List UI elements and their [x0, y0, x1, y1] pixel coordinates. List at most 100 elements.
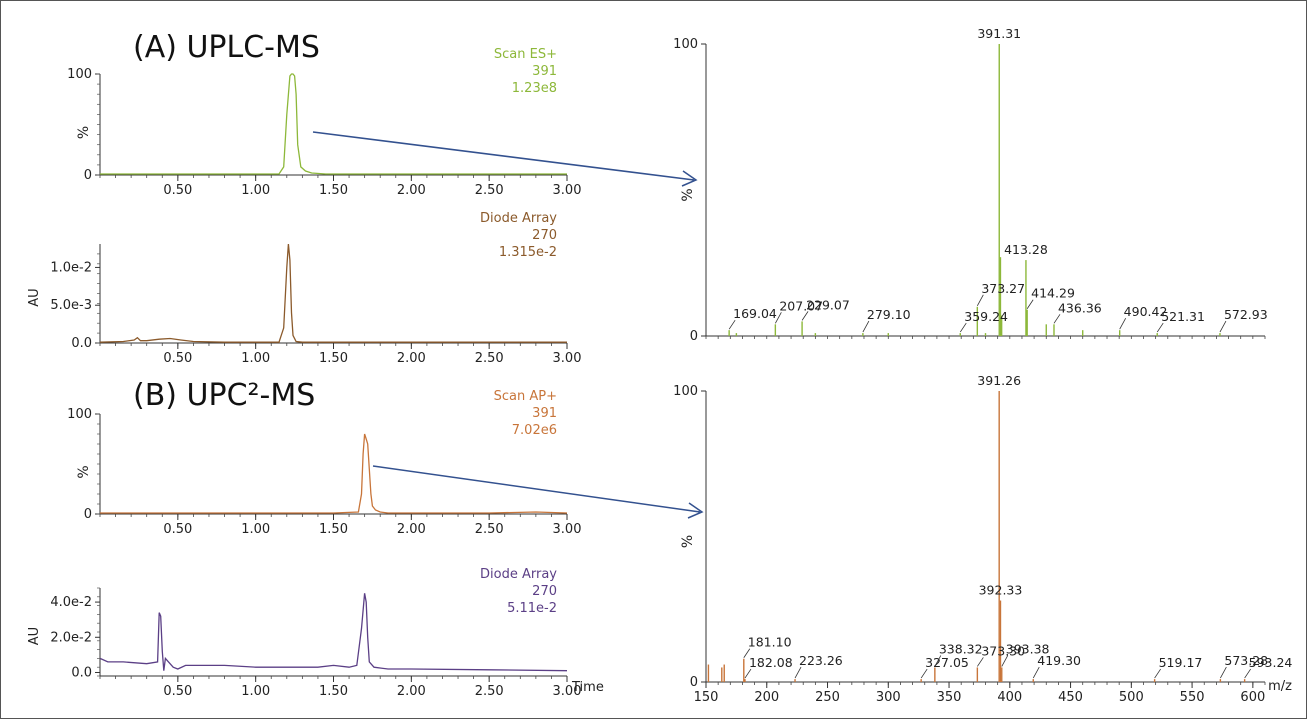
peak-label: 573.28	[1224, 653, 1268, 668]
peak-label: 391.31	[977, 26, 1021, 41]
peak-label: 169.04	[733, 306, 777, 321]
series-line	[100, 433, 568, 514]
x-tick-label: 200	[754, 690, 779, 705]
x-tick-label: 2.00	[397, 183, 426, 198]
x-axis-label: m/z	[1268, 679, 1292, 694]
panel-B_spectrum: 150 200 250 300 350 400 450 500 550 600 0 100% m/z 39…	[673, 373, 1292, 705]
y-tick-label: 0	[84, 507, 92, 522]
peak-label: 327.05	[925, 655, 969, 670]
peak-label: 393.38	[1006, 641, 1050, 656]
y-tick-label: 0	[690, 675, 698, 690]
y-tick-label: 100	[67, 407, 92, 422]
series-line	[99, 593, 568, 672]
x-tick-label: 3.00	[553, 684, 582, 699]
x-tick-label: 0.50	[163, 684, 192, 699]
x-tick-label: 150	[694, 690, 719, 705]
x-tick-label: 400	[997, 690, 1022, 705]
peak-label: 521.31	[1161, 309, 1205, 324]
x-tick-label: 2.50	[475, 183, 504, 198]
legend-line: 1.23e8	[512, 81, 557, 96]
peak-label: 223.26	[799, 653, 843, 668]
series-line	[100, 73, 567, 175]
y-tick-label: 1.0e-2	[50, 260, 92, 275]
x-tick-label: 1.00	[241, 183, 270, 198]
label-leader	[775, 312, 782, 324]
label-leader	[744, 668, 752, 679]
y-axis-label: %	[76, 465, 92, 478]
peak-label: 392.33	[979, 583, 1023, 598]
peak-label: 391.26	[977, 373, 1021, 388]
label-leader	[1220, 666, 1227, 679]
peak-label: 373.27	[981, 281, 1025, 296]
panel-A_spectrum: 0 100% 391.31 413.28 414.29 373.27 436.36 490.4…	[673, 26, 1268, 344]
x-tick-label: 350	[937, 690, 962, 705]
x-tick-label: 1.00	[241, 522, 270, 537]
peak-label: 414.29	[1031, 286, 1075, 301]
label-leader	[920, 668, 928, 679]
label-leader	[1156, 322, 1164, 333]
peak-label: 279.10	[867, 307, 911, 322]
y-tick-label: 0.0	[71, 665, 92, 680]
label-leader	[1154, 668, 1161, 679]
peak-label: 373.30	[981, 643, 1025, 658]
x-tick-label: 2.50	[475, 351, 504, 366]
label-leader	[801, 311, 809, 321]
section-a-label: (A) UPLC-MS	[133, 30, 320, 65]
x-tick-label: 1.50	[319, 351, 348, 366]
label-leader	[1001, 655, 1009, 667]
x-tick-label: 1.50	[319, 183, 348, 198]
y-tick-label: 5.0e-3	[50, 298, 92, 313]
legend-line: 391	[532, 406, 557, 421]
legend-line: 1.315e-2	[499, 245, 557, 260]
x-tick-label: 1.50	[319, 684, 348, 699]
label-leader	[959, 322, 967, 333]
peak-label: 182.08	[749, 655, 793, 670]
label-leader	[728, 319, 736, 330]
x-tick-label: 1.00	[241, 351, 270, 366]
label-leader	[1119, 317, 1127, 330]
x-tick-label: 3.00	[553, 522, 582, 537]
x-tick-label: 300	[876, 690, 901, 705]
y-tick-label: 4.0e-2	[50, 595, 92, 610]
legend-line: Diode Array	[480, 567, 557, 582]
panel-B_ms_chrom: 0.50 1.00 1.50 2.00 2.50 3.00 0 100% Scan AP+ 391…	[67, 389, 581, 537]
label-leader	[1032, 666, 1040, 679]
peak-label: 436.36	[1058, 300, 1102, 315]
x-tick-label: 0.50	[163, 351, 192, 366]
legend-line: 391	[532, 64, 557, 79]
arrow-b	[372, 465, 701, 513]
y-axis-label: AU	[27, 627, 42, 645]
legend-line: 270	[532, 228, 557, 243]
peak-label: 207.07	[779, 298, 823, 313]
series-line	[99, 243, 567, 343]
label-leader	[862, 320, 870, 333]
x-tick-label: 2.00	[397, 351, 426, 366]
peak-label: 229.07	[806, 297, 850, 312]
peak-label: 593.24	[1249, 655, 1293, 670]
time-axis-label: Time	[571, 680, 604, 695]
label-leader	[743, 648, 751, 658]
peak-label: 519.17	[1159, 655, 1203, 670]
panel-A_uv: 0.50 1.00 1.50 2.00 2.50 3.00 0.0 5.0e-3 1.0e-2 A…	[27, 211, 581, 366]
peak-label: 338.32	[939, 641, 983, 656]
x-tick-label: 2.00	[397, 522, 426, 537]
label-leader	[1219, 320, 1227, 333]
x-tick-label: 3.00	[553, 183, 582, 198]
y-tick-label: 100	[67, 67, 92, 82]
legend-line: 5.11e-2	[507, 601, 557, 616]
label-leader	[977, 657, 984, 667]
legend-line: Scan ES+	[494, 47, 557, 62]
y-tick-label: 0	[690, 329, 698, 344]
label-leader	[1053, 314, 1061, 324]
peak-label: 413.28	[1004, 242, 1048, 257]
peak-label: 359.24	[964, 309, 1008, 324]
x-tick-label: 2.50	[475, 684, 504, 699]
legend-line: Diode Array	[480, 211, 557, 226]
x-tick-label: 550	[1180, 690, 1205, 705]
x-tick-label: 0.50	[163, 522, 192, 537]
section-b-label: (B) UPC²-MS	[133, 378, 315, 413]
peak-label: 181.10	[748, 635, 792, 650]
